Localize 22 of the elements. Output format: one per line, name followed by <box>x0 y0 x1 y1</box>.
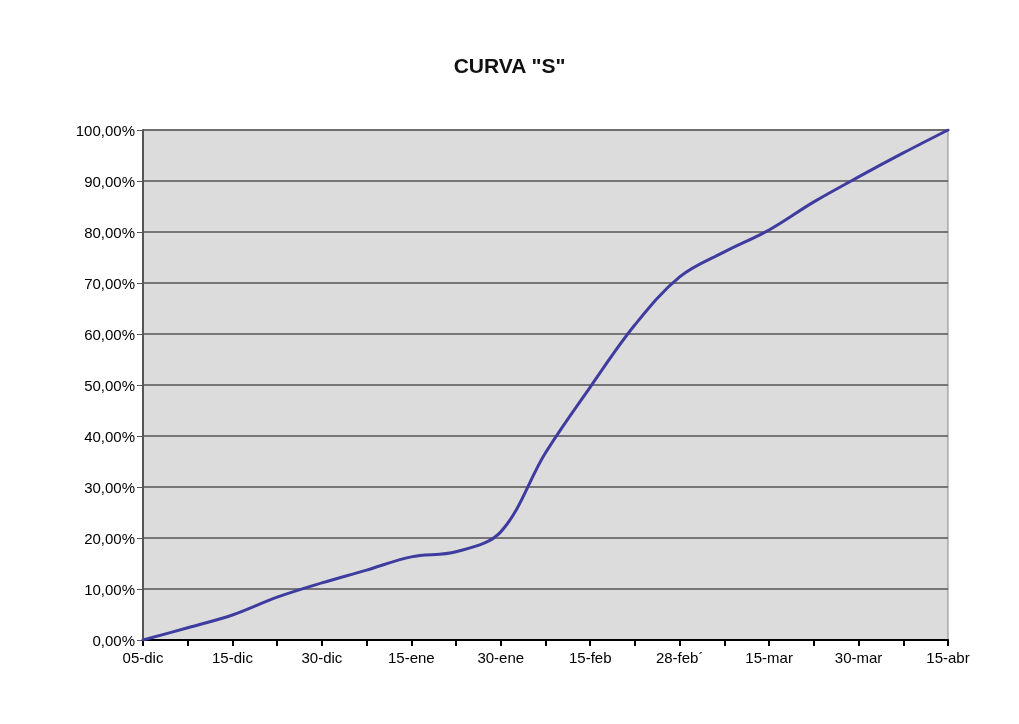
x-tick-label: 15-ene <box>387 649 435 666</box>
x-tick-label: 15-dic <box>212 649 254 666</box>
x-tick-label: 15-mar <box>745 649 793 666</box>
x-tick-label: 28-feb´ <box>655 649 704 666</box>
y-tick-label: 70,00% <box>84 274 135 292</box>
y-tick-label: 100,00% <box>75 121 135 139</box>
x-tick-label: 30-mar <box>834 649 883 666</box>
x-tick-label: 15-abr <box>926 649 970 666</box>
y-tick-label: 40,00% <box>84 427 135 445</box>
y-tick-label: 30,00% <box>84 478 135 496</box>
y-tick-label: 10,00% <box>84 580 135 598</box>
x-tick-label: 30-dic <box>301 649 343 666</box>
y-tick-label: 50,00% <box>84 376 135 394</box>
y-tick-label: 0,00% <box>92 631 135 649</box>
y-tick-label: 80,00% <box>84 223 135 241</box>
x-tick-label: 05-dic <box>122 649 164 666</box>
y-tick-label: 20,00% <box>84 529 135 547</box>
chart-title: CURVA "S" <box>453 54 566 77</box>
x-tick-label: 30-ene <box>477 649 525 666</box>
x-tick-label: 15-feb <box>568 649 612 666</box>
y-tick-label: 60,00% <box>84 325 135 343</box>
y-tick-label: 90,00% <box>84 172 135 190</box>
